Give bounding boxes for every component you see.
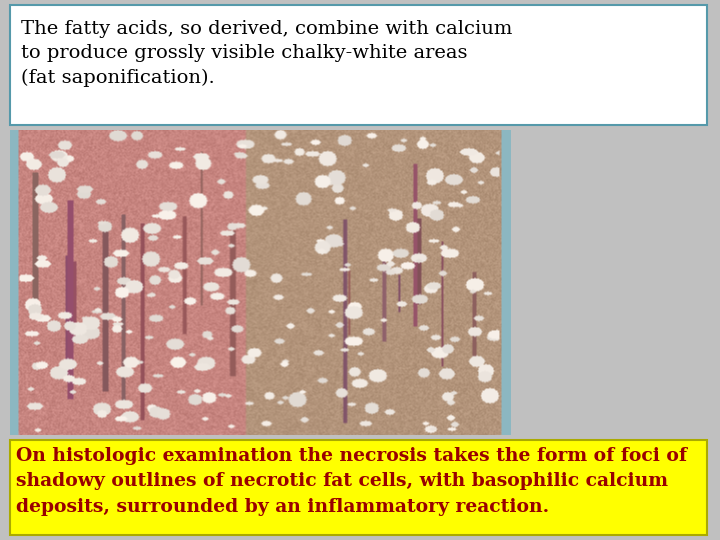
Text: On histologic examination the necrosis takes the form of foci of shadowy outline: On histologic examination the necrosis t… (16, 447, 687, 516)
FancyBboxPatch shape (10, 440, 707, 535)
Text: The fatty acids, so derived, combine with calcium
to produce grossly visible cha: The fatty acids, so derived, combine wit… (21, 20, 512, 87)
FancyBboxPatch shape (10, 5, 707, 125)
